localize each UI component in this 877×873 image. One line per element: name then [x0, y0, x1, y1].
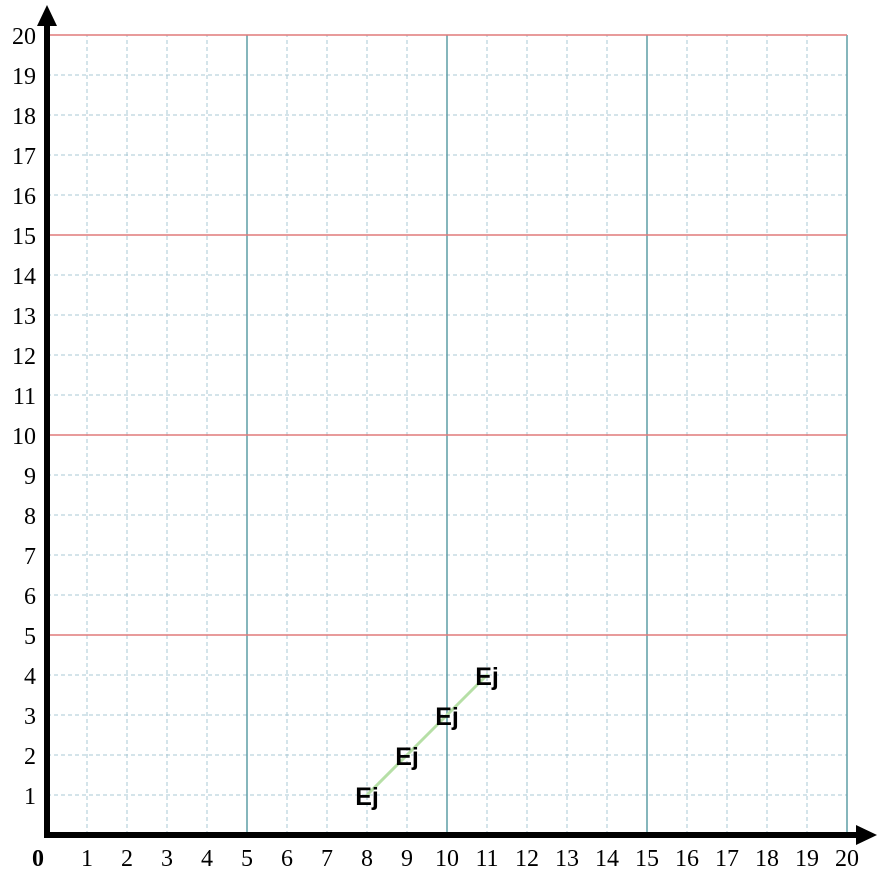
y-tick-label: 11	[13, 384, 36, 410]
x-tick-label: 12	[515, 846, 539, 872]
y-tick-label: 4	[24, 664, 36, 690]
x-tick-label: 11	[475, 846, 498, 872]
y-tick-label: 6	[24, 584, 36, 610]
x-tick-label: 6	[281, 846, 293, 872]
y-tick-label: 17	[12, 144, 36, 170]
y-tick-label: 9	[24, 464, 36, 490]
y-tick-label: 8	[24, 504, 36, 530]
y-tick-label: 10	[12, 424, 36, 450]
data-point	[485, 673, 489, 677]
x-tick-label: 20	[835, 846, 859, 872]
axes	[37, 5, 877, 845]
x-tick-label: 18	[755, 846, 779, 872]
y-tick-label: 12	[12, 344, 36, 370]
y-tick-label: 13	[12, 304, 36, 330]
y-axis-arrow-icon	[37, 5, 57, 26]
y-tick-label: 7	[24, 544, 36, 570]
point-labels: Ej Ej Ej Ej	[355, 663, 499, 811]
data-point-label: Ej	[355, 783, 379, 811]
x-tick-label: 13	[555, 846, 579, 872]
series-line	[365, 673, 489, 797]
x-tick-label: 19	[795, 846, 819, 872]
data-point	[365, 793, 369, 797]
data-point-label: Ej	[395, 743, 419, 771]
data-point-label: Ej	[435, 703, 459, 731]
tick-labels: 0 1 2 3 4 5 6 7 8 9 10 11 12 13 14 15 16 17 18 19 201234567…	[12, 24, 859, 872]
x-tick-label: 4	[201, 846, 213, 872]
y-tick-label: 1	[24, 784, 36, 810]
x-tick-label: 9	[401, 846, 413, 872]
y-tick-label: 5	[24, 624, 36, 650]
y-tick-label: 15	[12, 224, 36, 250]
x-tick-label: 1	[81, 846, 93, 872]
x-tick-label: 8	[361, 846, 373, 872]
grid	[47, 34, 848, 835]
x-axis-arrow-icon	[856, 825, 877, 845]
x-tick-label: 10	[435, 846, 459, 872]
y-tick-label: 14	[12, 264, 36, 290]
data-point-label: Ej	[475, 663, 499, 691]
x-tick-label: 2	[121, 846, 133, 872]
y-tick-label: 3	[24, 704, 36, 730]
y-tick-label: 20	[12, 24, 36, 50]
x-tick-label: 16	[675, 846, 699, 872]
x-tick-label: 3	[161, 846, 173, 872]
y-tick-label: 18	[12, 104, 36, 130]
origin-label: 0	[32, 846, 44, 872]
x-tick-label: 17	[715, 846, 739, 872]
x-tick-label: 14	[595, 846, 619, 872]
x-tick-label: 7	[321, 846, 333, 872]
series	[365, 673, 489, 797]
y-tick-label: 16	[12, 184, 36, 210]
x-tick-label: 15	[635, 846, 659, 872]
x-tick-label: 5	[241, 846, 253, 872]
data-point	[445, 713, 449, 717]
y-tick-label: 2	[24, 744, 36, 770]
data-point	[405, 753, 409, 757]
y-tick-label: 19	[12, 64, 36, 90]
